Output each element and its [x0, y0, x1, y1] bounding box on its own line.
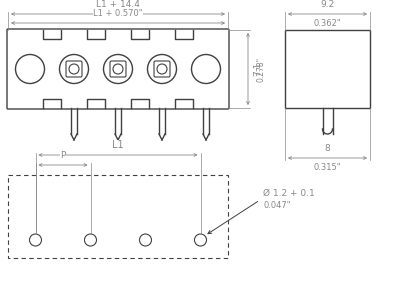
FancyBboxPatch shape	[110, 61, 126, 77]
Text: 8: 8	[325, 144, 330, 153]
FancyBboxPatch shape	[66, 61, 82, 77]
FancyBboxPatch shape	[7, 29, 229, 109]
Text: P: P	[60, 151, 66, 160]
Text: 0.315": 0.315"	[314, 163, 341, 172]
Text: 9.2: 9.2	[320, 0, 335, 9]
Text: 0.047": 0.047"	[263, 200, 290, 210]
Bar	[8, 175, 228, 258]
Bar	[285, 30, 370, 108]
Text: 0.362": 0.362"	[314, 19, 341, 28]
Text: L1 + 0.570": L1 + 0.570"	[93, 9, 143, 18]
Text: Ø 1.2 + 0.1: Ø 1.2 + 0.1	[263, 189, 315, 197]
Text: L1: L1	[112, 140, 124, 150]
Text: L1 + 14.4: L1 + 14.4	[96, 0, 140, 9]
FancyBboxPatch shape	[154, 61, 170, 77]
Text: 7.1: 7.1	[253, 62, 262, 76]
Text: 0.278": 0.278"	[256, 57, 266, 82]
